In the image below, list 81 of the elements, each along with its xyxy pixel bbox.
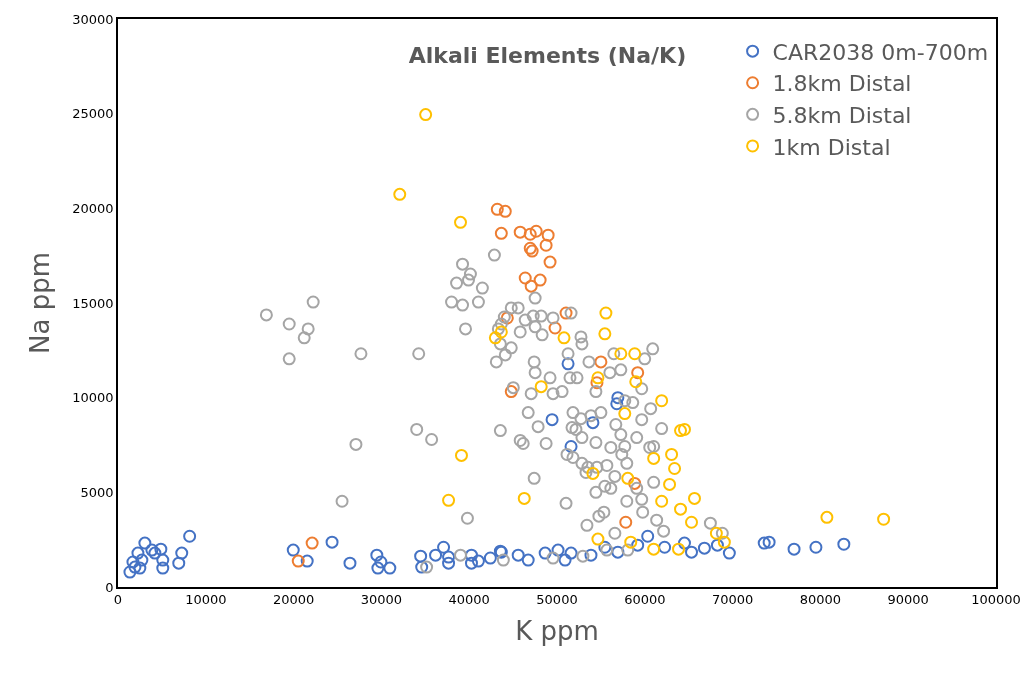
- point: [539, 238, 553, 252]
- point: [631, 366, 645, 380]
- point: [668, 461, 682, 475]
- point: [591, 532, 605, 546]
- point: [524, 279, 538, 293]
- point: [305, 536, 319, 550]
- y-tick-label: 20000: [72, 200, 114, 216]
- x-tick-label: 100000: [971, 592, 1021, 608]
- legend-label: CAR2038 0m-700m: [772, 39, 989, 65]
- point: [513, 225, 527, 239]
- point: [685, 515, 699, 529]
- point: [541, 228, 555, 242]
- point: [504, 385, 518, 399]
- point: [529, 224, 543, 238]
- text: Alkali Elements (Na/K): [408, 42, 687, 68]
- point: [590, 376, 604, 390]
- point: [709, 526, 723, 540]
- point: [591, 371, 605, 385]
- x-tick-label: 90000: [887, 592, 929, 608]
- y-tick-label: 0: [105, 579, 114, 595]
- point: [498, 204, 512, 218]
- point: [419, 108, 433, 122]
- point: [618, 407, 632, 421]
- point: [490, 202, 504, 216]
- x-axis-title: K ppm: [515, 615, 599, 646]
- y-tick-label: 30000: [72, 11, 114, 27]
- point: [655, 394, 669, 408]
- point: [291, 554, 305, 568]
- point: [619, 515, 633, 529]
- point: [594, 355, 608, 369]
- y-tick-label: 25000: [72, 106, 114, 122]
- point: [687, 491, 701, 505]
- point: [586, 466, 600, 480]
- point: [629, 375, 643, 389]
- point: [494, 226, 508, 240]
- x-tick-label: 10000: [185, 592, 227, 608]
- point: [624, 535, 638, 549]
- y-tick-label: 5000: [80, 484, 114, 500]
- point: [599, 306, 613, 320]
- point: [665, 447, 679, 461]
- legend-label: 1.8km Distal: [772, 71, 912, 97]
- legend-label: 1km Distal: [772, 134, 891, 160]
- point: [534, 380, 548, 394]
- point: [647, 451, 661, 465]
- x-tick-label: 40000: [448, 592, 490, 608]
- y-axis-title: Na ppm: [25, 252, 56, 354]
- point: [877, 512, 891, 526]
- x-tick-label: 80000: [799, 592, 842, 608]
- point: [442, 493, 456, 507]
- point: [548, 321, 562, 335]
- point: [557, 331, 571, 345]
- point: [393, 187, 407, 201]
- point: [454, 215, 468, 229]
- point: [523, 227, 537, 241]
- point: [543, 255, 557, 269]
- x-tick-label: 60000: [624, 592, 666, 608]
- point: [672, 542, 686, 556]
- point: [820, 510, 834, 524]
- x-tick-label: 70000: [711, 592, 754, 608]
- point: [517, 491, 531, 505]
- point: [647, 542, 661, 556]
- x-tick-label: 20000: [272, 592, 315, 608]
- point: [518, 271, 532, 285]
- point: [655, 494, 669, 508]
- y-tick-label: 10000: [72, 390, 114, 406]
- point: [674, 502, 688, 516]
- point: [454, 448, 468, 462]
- point: [628, 476, 642, 490]
- point: [533, 273, 547, 287]
- x-tick-label: 30000: [360, 592, 403, 608]
- point: [663, 477, 677, 491]
- point: [488, 331, 502, 345]
- legend-label: 5.8km Distal: [772, 102, 912, 128]
- point: [717, 535, 731, 549]
- point: [614, 347, 628, 361]
- y-tick-label: 15000: [72, 295, 114, 311]
- point: [598, 327, 612, 341]
- point: [559, 306, 573, 320]
- point: [621, 471, 635, 485]
- point: [628, 347, 642, 361]
- x-tick-label: 50000: [536, 592, 578, 608]
